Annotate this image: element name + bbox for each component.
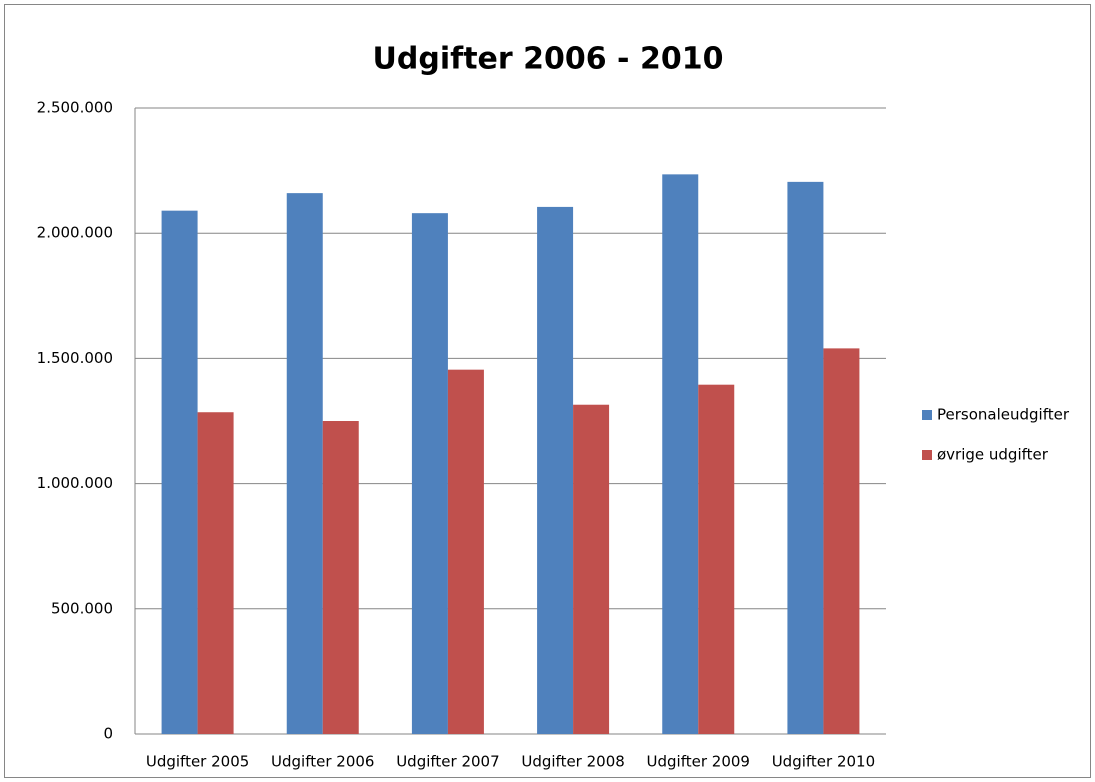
legend-label: øvrige udgifter [937, 446, 1049, 464]
bar [823, 348, 860, 734]
bar [447, 369, 484, 734]
chart-title: Udgifter 2006 - 2010 [373, 42, 724, 77]
y-tick-label: 0 [103, 725, 113, 743]
x-tick-label: Udgifter 2009 [647, 753, 750, 771]
legend-swatch [922, 450, 932, 460]
bar [698, 384, 735, 734]
y-tick-label: 1.000.000 [37, 474, 113, 492]
x-tick-label: Udgifter 2005 [146, 753, 249, 771]
bar [197, 412, 234, 734]
legend-label: Personaleudgifter [937, 406, 1070, 424]
bar [411, 213, 448, 735]
y-tick-label: 2.500.000 [37, 99, 113, 117]
y-tick-label: 2.000.000 [37, 224, 113, 242]
x-tick-label: Udgifter 2007 [396, 753, 499, 771]
x-tick-label: Udgifter 2010 [772, 753, 875, 771]
y-tick-label: 1.500.000 [37, 349, 113, 367]
y-tick-label: 500.000 [51, 599, 113, 617]
legend-swatch [922, 410, 932, 420]
bar [787, 181, 824, 735]
bar [322, 421, 359, 734]
bar [286, 193, 323, 735]
x-tick-label: Udgifter 2006 [271, 753, 374, 771]
bar [537, 206, 574, 734]
bar [662, 174, 699, 734]
bar [161, 210, 198, 734]
x-tick-label: Udgifter 2008 [521, 753, 624, 771]
bar [573, 404, 610, 734]
